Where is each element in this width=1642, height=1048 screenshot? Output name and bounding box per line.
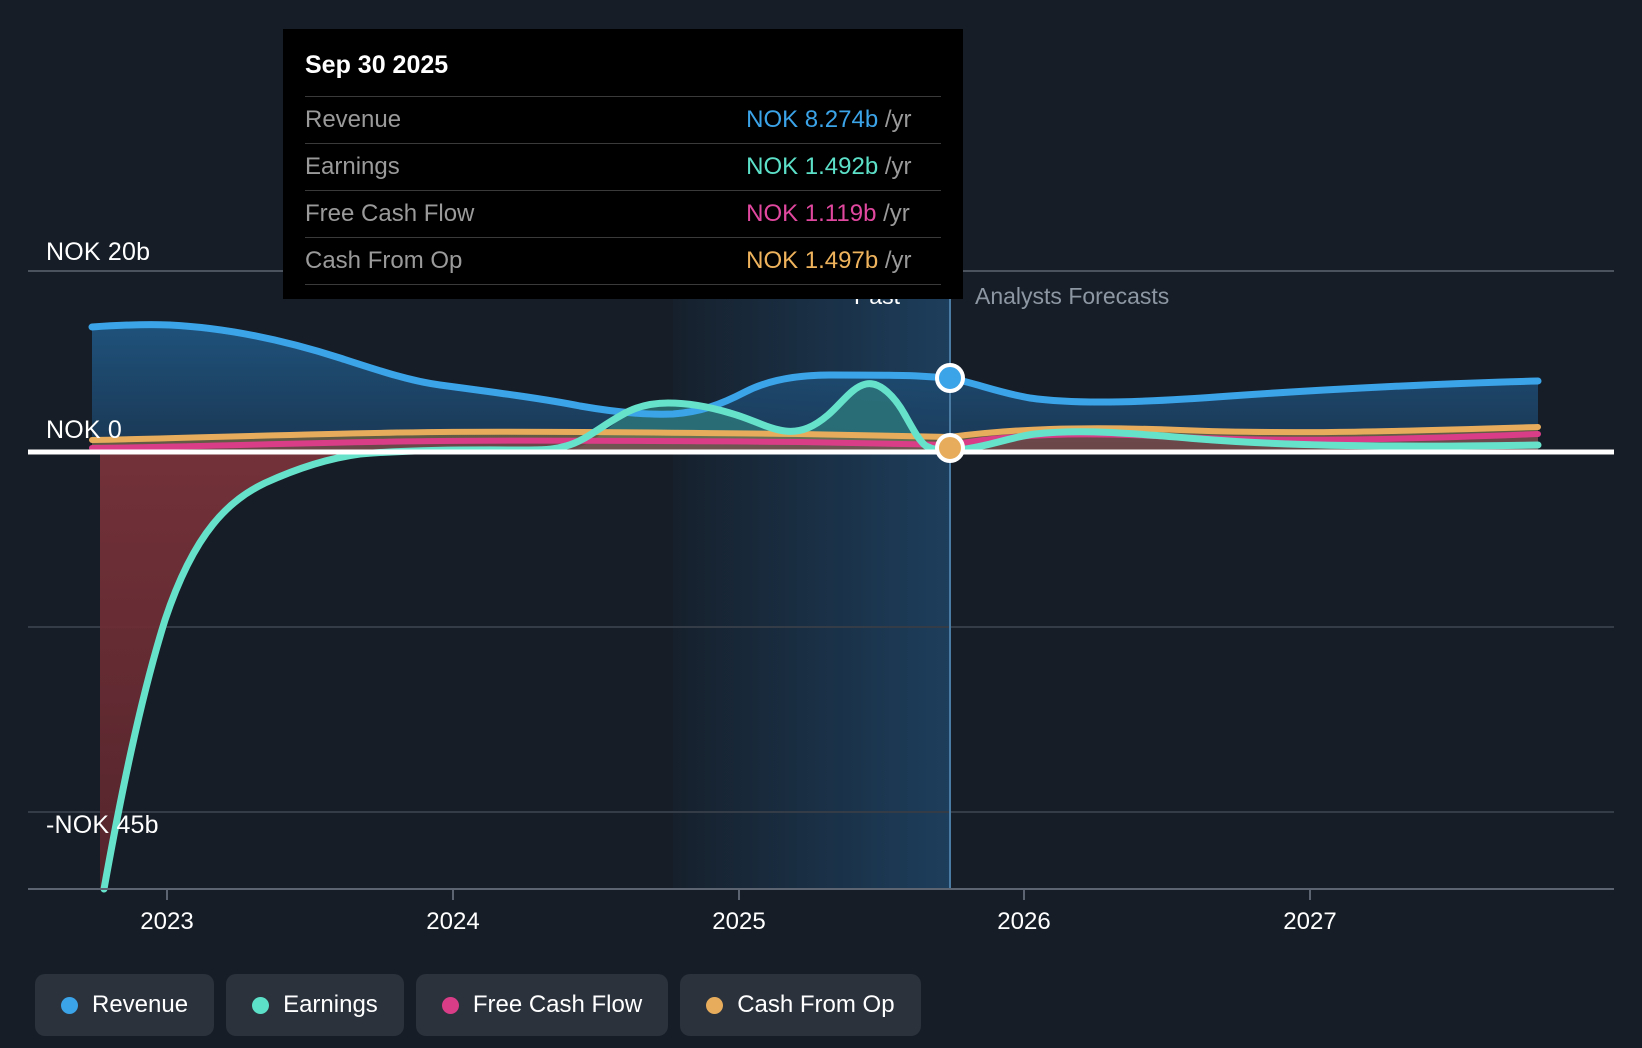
tooltip-unit-freecashflow: /yr (883, 200, 910, 227)
tooltip-label-freecashflow: Free Cash Flow (305, 190, 487, 238)
tooltip-row-freecashflow: Free Cash Flow NOK 1.119b /yr (305, 190, 941, 238)
tooltip-amount-cashfromop: NOK 1.497b (746, 247, 879, 274)
legend-label-earnings: Earnings (283, 991, 378, 1018)
x-axis-label-2024: 2024 (426, 908, 480, 935)
tooltip-value-earnings: NOK 1.492b /yr (486, 143, 941, 191)
tooltip-value-revenue: NOK 8.274b /yr (486, 96, 941, 144)
x-axis-label-2026: 2026 (997, 908, 1051, 935)
legend-item-earnings[interactable]: Earnings (226, 974, 404, 1036)
legend-dot-icon-cashfromop (706, 996, 724, 1014)
series-line-cashfromop (89, 424, 1541, 443)
tooltip-date: Sep 30 2025 (305, 51, 449, 79)
tooltip-amount-earnings: NOK 1.492b (746, 153, 879, 180)
chart-plot-area[interactable] (0, 0, 1642, 900)
legend-label-revenue: Revenue (92, 991, 189, 1018)
tooltip-label-earnings: Earnings (305, 143, 487, 191)
series-line-earnings (100, 380, 1542, 893)
tooltip-amount-revenue: NOK 8.274b (746, 106, 879, 133)
tooltip-value-freecashflow: NOK 1.119b /yr (486, 190, 941, 238)
tooltip-label-cashfromop: Cash From Op (305, 237, 487, 285)
legend-label-freecashflow: Free Cash Flow (472, 991, 643, 1018)
tooltip-label-revenue: Revenue (305, 96, 487, 144)
legend-dot-icon-earnings (252, 996, 270, 1014)
x-axis-label-2027: 2027 (1283, 908, 1337, 935)
tooltip-unit-earnings: /yr (884, 153, 912, 180)
y-axis-top-label: NOK 20b (46, 238, 151, 266)
series-line-revenue (88, 321, 1542, 418)
forecast-band-label: Analysts Forecasts (975, 283, 1170, 309)
legend-item-freecashflow[interactable]: Free Cash Flow (415, 974, 669, 1036)
x-axis-label-2025: 2025 (712, 908, 766, 935)
tooltip-unit-revenue: /yr (884, 106, 912, 133)
tooltip-row-revenue: Revenue NOK 8.274b /yr (305, 96, 941, 144)
legend-dot-icon-freecashflow (441, 996, 459, 1014)
marker-revenue (935, 363, 965, 393)
series-area-earnings-negative (100, 452, 370, 889)
x-axis-label-2023: 2023 (140, 908, 194, 935)
tooltip-amount-freecashflow: NOK 1.119b (746, 200, 877, 227)
y-axis-bottom-label: -NOK 45b (46, 811, 159, 839)
chart-legend: Revenue Earnings Free Cash Flow Cash Fro… (35, 974, 921, 1036)
series-area-revenue (92, 324, 1538, 452)
tooltip-row-earnings: Earnings NOK 1.492b /yr (305, 143, 941, 191)
past-band (673, 272, 950, 889)
tooltip-unit-cashfromop: /yr (884, 247, 912, 274)
marker-cashfromop (935, 433, 965, 463)
legend-item-cashfromop[interactable]: Cash From Op (680, 974, 921, 1036)
tooltip-row-cashfromop: Cash From Op NOK 1.497b /yr (305, 237, 941, 285)
legend-label-cashfromop: Cash From Op (737, 991, 895, 1018)
tooltip-value-cashfromop: NOK 1.497b /yr (486, 237, 941, 285)
tooltip-table: Revenue NOK 8.274b /yr Earnings NOK 1.49… (305, 96, 941, 285)
data-tooltip: Sep 30 2025 Revenue NOK 8.274b /yr Earni… (283, 29, 963, 299)
legend-dot-icon-revenue (61, 996, 78, 1014)
y-axis-zero-label: NOK 0 (46, 416, 123, 444)
legend-item-revenue[interactable]: Revenue (35, 974, 215, 1036)
